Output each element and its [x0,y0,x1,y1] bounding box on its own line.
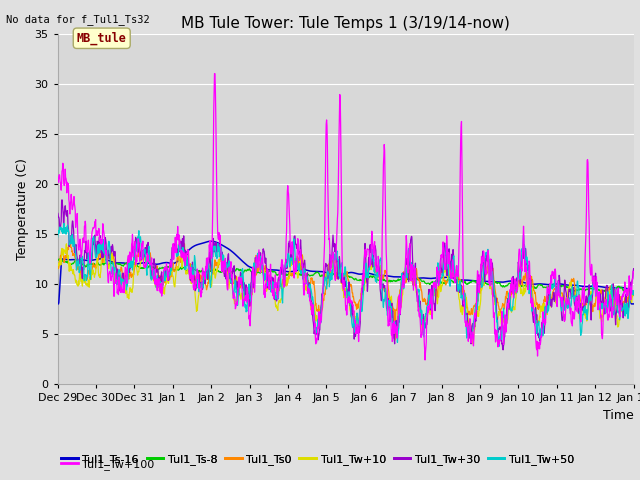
Y-axis label: Temperature (C): Temperature (C) [16,158,29,260]
Text: MB_tule: MB_tule [77,32,127,45]
Title: MB Tule Tower: Tule Temps 1 (3/19/14-now): MB Tule Tower: Tule Temps 1 (3/19/14-now… [181,16,510,31]
Legend: Tul1_Ts-16, Tul1_Ts-8, Tul1_Ts0, Tul1_Tw+10, Tul1_Tw+30, Tul1_Tw+50: Tul1_Ts-16, Tul1_Ts-8, Tul1_Ts0, Tul1_Tw… [57,450,579,469]
Legend: Tul1_Tw+100: Tul1_Tw+100 [57,455,159,474]
X-axis label: Time: Time [603,408,634,421]
Text: No data for f_Tul1_Ts32: No data for f_Tul1_Ts32 [6,14,150,25]
